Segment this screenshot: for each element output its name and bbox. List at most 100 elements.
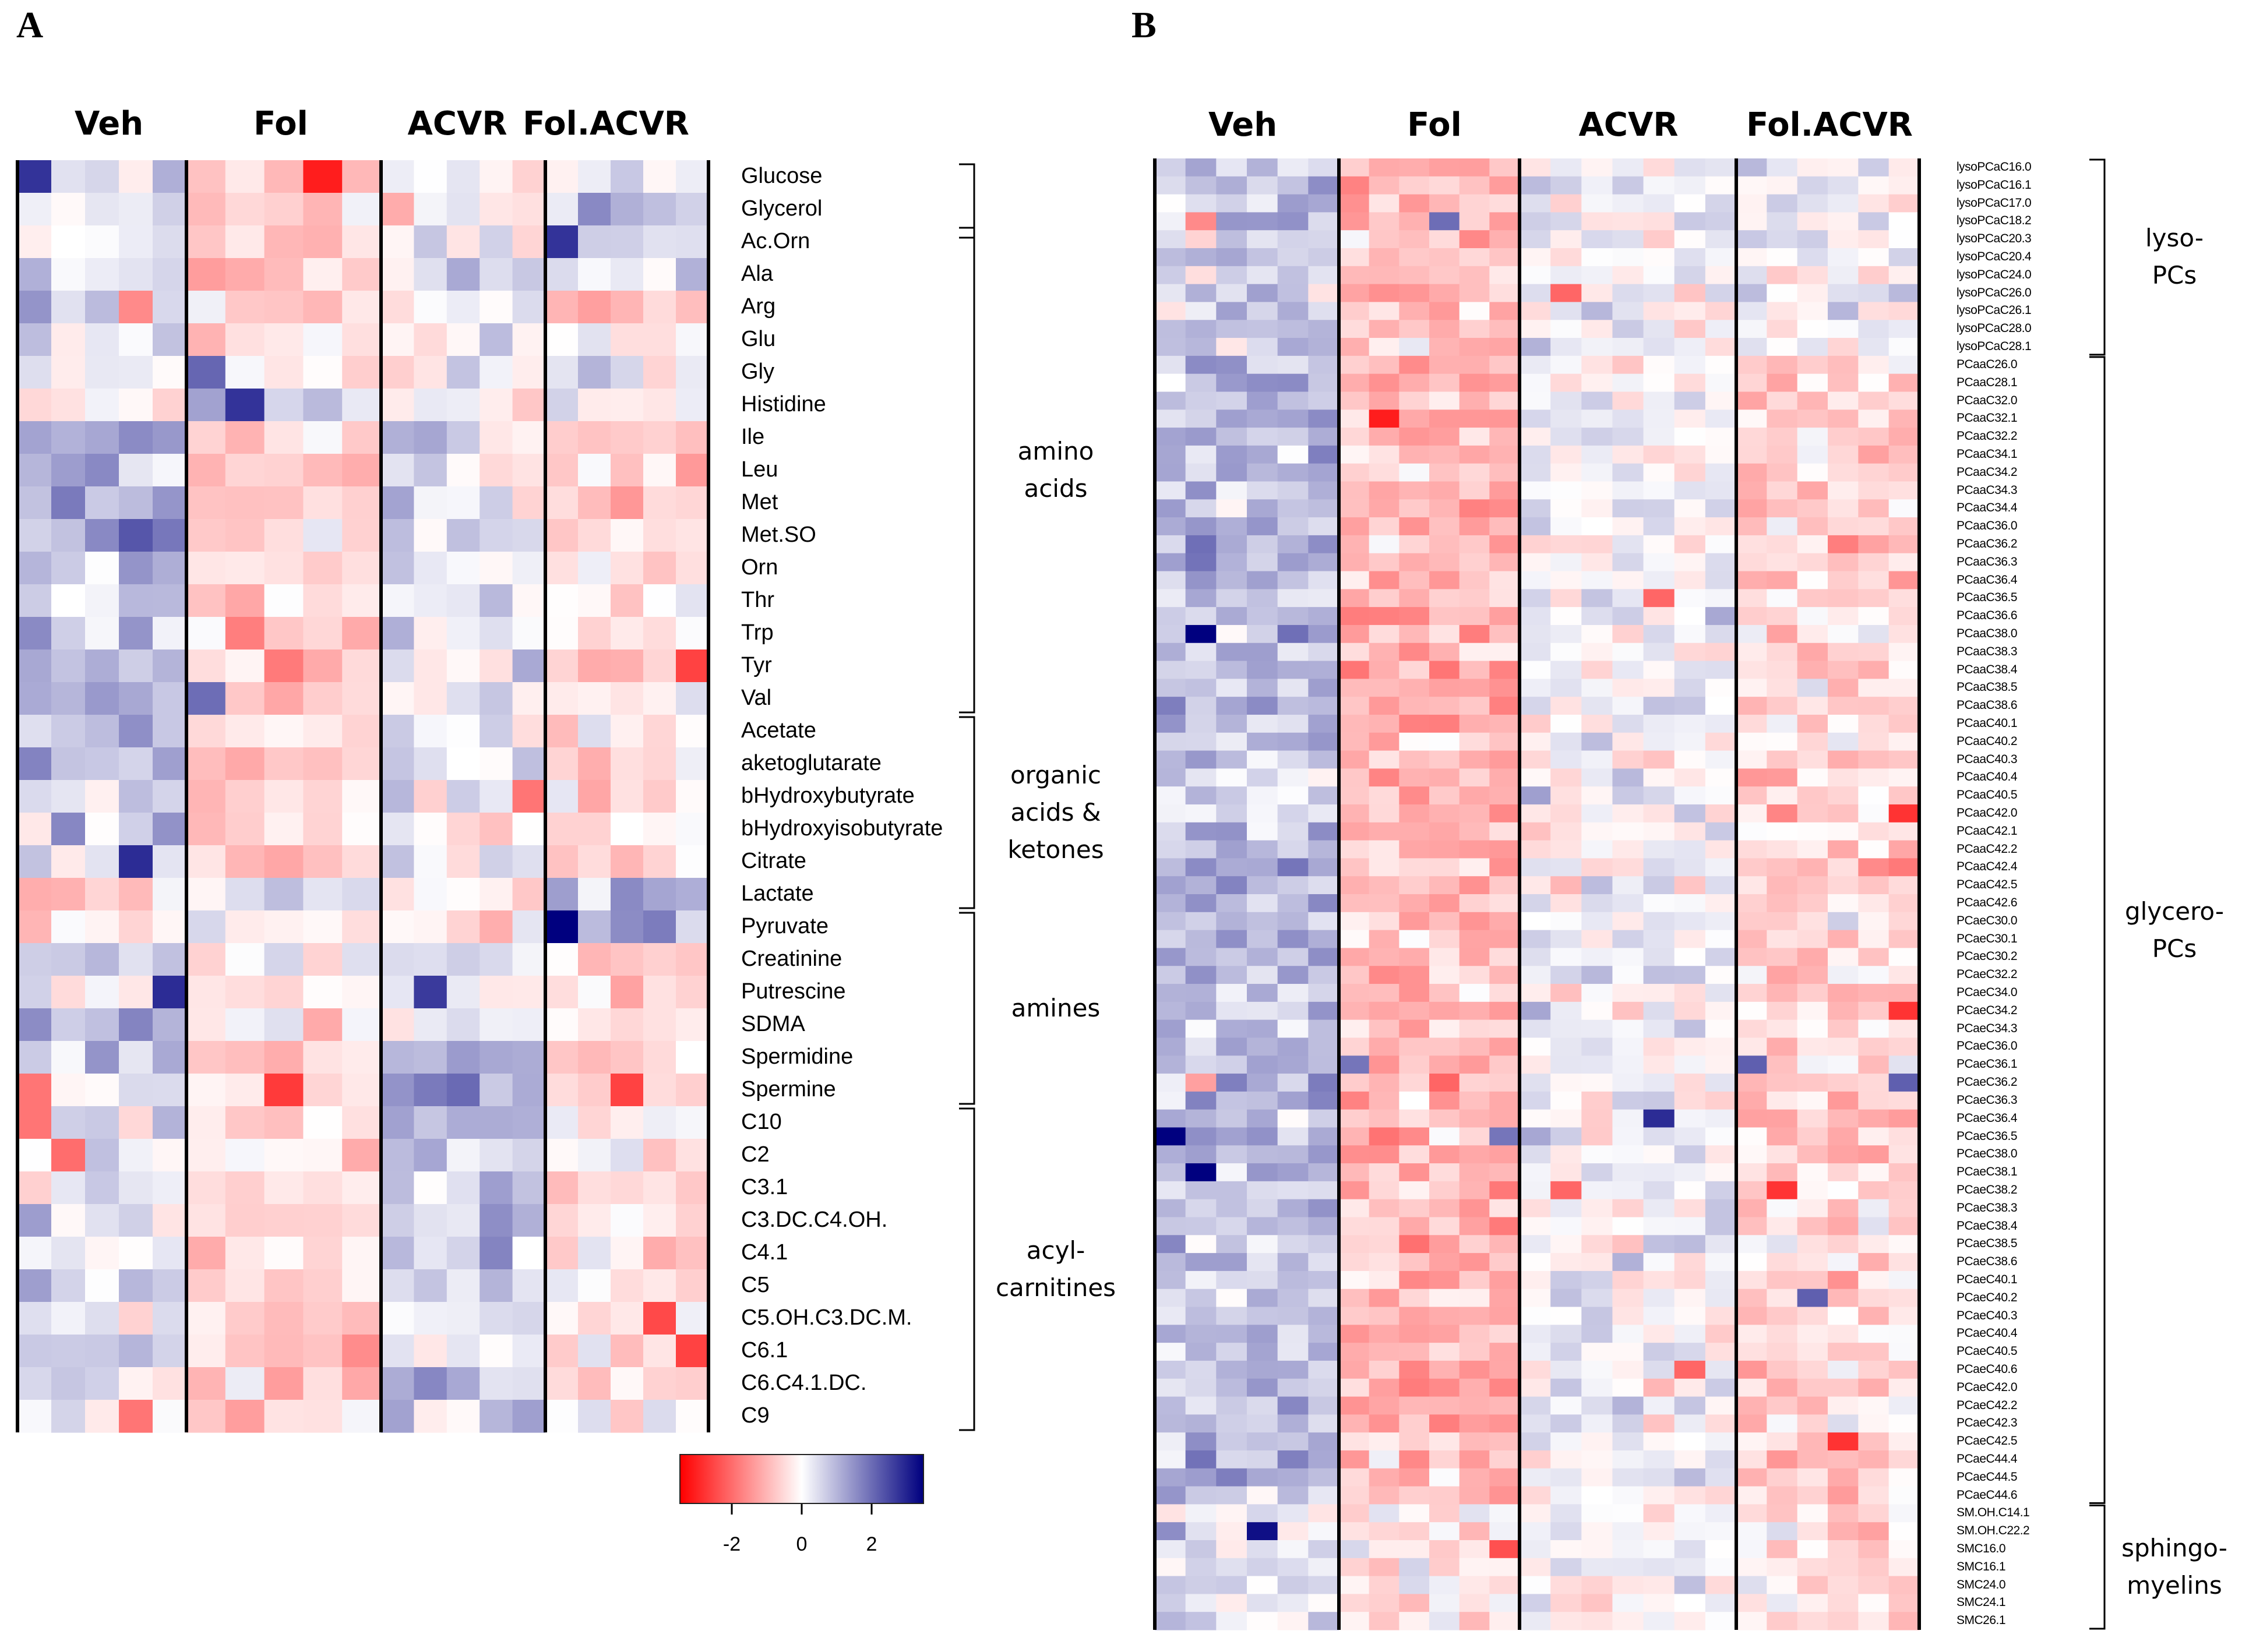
- heatmap-b-cell: [1216, 428, 1247, 446]
- heatmap-b-cell: [1185, 320, 1217, 338]
- heatmap-a-cell: [17, 976, 52, 1009]
- heatmap-a-cell: [480, 519, 513, 552]
- heatmap-b-cell: [1155, 1145, 1186, 1164]
- heatmap-b-cell: [1674, 948, 1706, 966]
- heatmap-b-cell: [1489, 481, 1520, 500]
- heatmap-b-cell: [1705, 679, 1737, 697]
- heatmap-b-cell: [1643, 284, 1675, 303]
- heatmap-a-cell: [578, 943, 611, 976]
- heatmap-b-cell: [1399, 553, 1430, 572]
- heatmap-b-cell: [1247, 822, 1278, 841]
- heatmap-b-cell: [1369, 679, 1400, 697]
- heatmap-a-cell: [186, 1237, 226, 1270]
- heatmap-a-cell: [414, 976, 447, 1009]
- heatmap-b-cell: [1247, 266, 1278, 285]
- heatmap-b-cell: [1828, 1074, 1859, 1092]
- heatmap-a-cell: [545, 160, 579, 193]
- heatmap-b-cell: [1828, 1307, 1859, 1325]
- heatmap-b-cell: [1216, 1414, 1247, 1433]
- heatmap-b-cell: [1674, 1343, 1706, 1361]
- heatmap-a-cell: [643, 486, 676, 520]
- heatmap-b-cell: [1185, 768, 1217, 787]
- heatmap-a-cell: [303, 421, 343, 454]
- heatmap-b-cell: [1155, 1074, 1186, 1092]
- heatmap-a-cell: [119, 976, 153, 1009]
- heatmap-b-cell: [1185, 624, 1217, 644]
- heatmap-b-cell: [1828, 158, 1859, 177]
- heatmap-b-cell: [1828, 1145, 1859, 1164]
- heatmap-a-cell: [225, 1074, 265, 1107]
- heatmap-b-cell: [1216, 697, 1247, 715]
- heatmap-b-group-label: Fol: [1407, 106, 1462, 144]
- heatmap-b-cell: [1858, 1360, 1890, 1379]
- heatmap-b-cell: [1247, 320, 1278, 338]
- category-label-line: myelins: [2127, 1571, 2222, 1600]
- heatmap-a-cell: [303, 486, 343, 520]
- heatmap-b-cell: [1247, 930, 1278, 949]
- heatmap-b-cell: [1520, 284, 1551, 303]
- heatmap-b-cell: [1888, 517, 1920, 536]
- heatmap-a-cell: [51, 291, 86, 324]
- heatmap-b-row-label: PCaeC30.2: [1957, 949, 2018, 963]
- heatmap-a-cell: [303, 389, 343, 422]
- heatmap-b-cell: [1550, 284, 1582, 303]
- heatmap-b-cell: [1736, 481, 1767, 500]
- heatmap-b-cell: [1308, 355, 1339, 375]
- heatmap-b-cell: [1550, 1558, 1582, 1577]
- heatmap-a-cell: [85, 649, 119, 683]
- heatmap-a-cell: [578, 1074, 611, 1107]
- heatmap-a-cell: [414, 225, 447, 259]
- heatmap-a-cell: [303, 356, 343, 389]
- heatmap-b-cell: [1369, 320, 1400, 338]
- heatmap-b-cell: [1828, 481, 1859, 500]
- heatmap-b-cell: [1797, 661, 1828, 679]
- heatmap-b-cell: [1459, 535, 1490, 554]
- heatmap-a-cell: [480, 552, 513, 585]
- heatmap-b-cell: [1705, 894, 1737, 913]
- heatmap-b-cell: [1429, 984, 1460, 1003]
- heatmap-b-cell: [1705, 1145, 1737, 1164]
- heatmap-a-cell: [85, 454, 119, 487]
- heatmap-b-cell: [1581, 1522, 1613, 1541]
- heatmap-b-cell: [1858, 948, 1890, 966]
- heatmap-b-cell: [1767, 1289, 1798, 1308]
- heatmap-a-cell: [676, 225, 709, 259]
- heatmap-b-cell: [1216, 463, 1247, 482]
- heatmap-b-cell: [1308, 1486, 1339, 1505]
- heatmap-b-cell: [1155, 158, 1186, 177]
- heatmap-b-cell: [1216, 499, 1247, 518]
- heatmap-b-cell: [1767, 410, 1798, 428]
- heatmap-a-cell: [578, 1335, 611, 1368]
- heatmap-b-cell: [1828, 338, 1859, 356]
- heatmap-b-cell: [1399, 1486, 1430, 1505]
- heatmap-b-cell: [1674, 1037, 1706, 1056]
- heatmap-b-cell: [1767, 858, 1798, 877]
- heatmap-b-cell: [1155, 571, 1186, 590]
- heatmap-b-cell: [1705, 535, 1737, 554]
- heatmap-b-row-label: PCaaC32.0: [1957, 393, 2018, 407]
- heatmap-b-row-label: lysoPCaC26.1: [1957, 303, 2032, 317]
- heatmap-a-cell: [342, 1302, 382, 1335]
- heatmap-a-cell: [480, 193, 513, 226]
- heatmap-b-cell: [1369, 410, 1400, 428]
- heatmap-b-cell: [1643, 445, 1675, 464]
- heatmap-b-cell: [1550, 176, 1582, 195]
- heatmap-a-cell: [186, 486, 226, 520]
- heatmap-b-cell: [1797, 1145, 1828, 1164]
- heatmap-b-cell: [1155, 1540, 1186, 1559]
- heatmap-b-cell: [1216, 212, 1247, 231]
- heatmap-b-row-label: PCaaC40.4: [1957, 770, 2018, 784]
- heatmap-b-cell: [1612, 1127, 1644, 1146]
- heatmap-a-cell: [51, 193, 86, 226]
- heatmap-b-cell: [1643, 1270, 1675, 1290]
- heatmap-b-cell: [1459, 804, 1490, 823]
- heatmap-b-cell: [1155, 589, 1186, 608]
- heatmap-b-cell: [1520, 768, 1551, 787]
- heatmap-b-cell: [1612, 428, 1644, 446]
- heatmap-b-cell: [1828, 410, 1859, 428]
- heatmap-b-cell: [1612, 302, 1644, 320]
- heatmap-b-cell: [1612, 1307, 1644, 1325]
- heatmap-b-cell: [1705, 410, 1737, 428]
- heatmap-b-cell: [1581, 1074, 1613, 1092]
- heatmap-b-cell: [1550, 1307, 1582, 1325]
